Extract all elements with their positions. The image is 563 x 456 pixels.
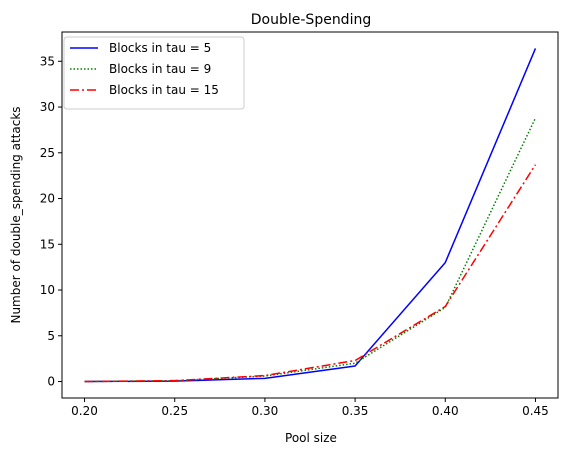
x-axis-label: Pool size: [285, 431, 337, 445]
series-line-2: [84, 117, 537, 383]
legend-label-3: Blocks in tau = 15: [109, 83, 219, 97]
y-tick-label: 20: [40, 192, 55, 206]
x-tick-label: 0.20: [71, 404, 98, 418]
y-tick-label: 30: [40, 100, 55, 114]
y-axis: 0 5 10 15 20 25 30 35: [40, 54, 62, 389]
y-tick-label: 35: [40, 54, 55, 68]
y-tick-label: 15: [40, 237, 55, 251]
legend-label-2: Blocks in tau = 9: [109, 62, 211, 76]
chart-title: Double-Spending: [251, 12, 371, 28]
y-tick-label: 5: [47, 329, 55, 343]
legend-label-1: Blocks in tau = 5: [109, 41, 211, 55]
x-tick-label: 0.30: [252, 404, 279, 418]
series-line-3: [84, 164, 537, 383]
y-axis-label: Number of double_spending attacks: [9, 106, 23, 323]
series-layer: [84, 48, 537, 383]
plot-frame: [61, 31, 559, 399]
legend-frame: [63, 36, 245, 110]
legend: Blocks in tau = 5 Blocks in tau = 9 Blocks…: [63, 36, 245, 110]
y-tick-label: 25: [40, 146, 55, 160]
x-tick-label: 0.35: [342, 404, 369, 418]
x-tick-label: 0.40: [432, 404, 459, 418]
x-tick-label: 0.45: [522, 404, 549, 418]
y-tick-label: 10: [40, 283, 55, 297]
x-axis: 0.20 0.25 0.30 0.35 0.40 0.45: [71, 398, 549, 418]
x-tick-label: 0.25: [161, 404, 188, 418]
y-tick-label: 0: [47, 375, 55, 389]
